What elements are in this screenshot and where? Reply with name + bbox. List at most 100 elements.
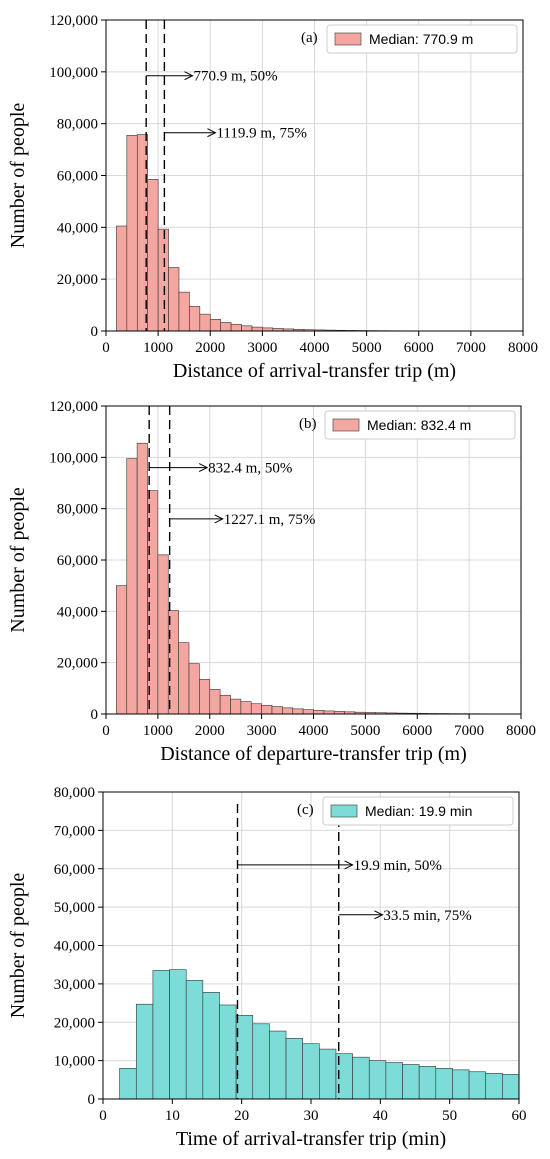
y-tick-label: 80,000: [57, 502, 98, 518]
y-tick-label: 0: [91, 324, 99, 340]
histogram-bar: [152, 970, 170, 1100]
x-axis-label: Distance of departure-transfer trip (m): [160, 743, 467, 765]
histogram-bar: [178, 291, 190, 332]
y-tick-label: 20,000: [57, 656, 98, 672]
histogram-bar: [235, 1015, 254, 1100]
histogram-bar: [485, 1072, 503, 1100]
histogram-bar: [282, 707, 294, 715]
histogram-bar: [269, 1030, 287, 1100]
legend-swatch: [330, 804, 358, 818]
y-tick-label: 20,000: [54, 1015, 95, 1031]
histogram-bar: [136, 442, 148, 715]
x-tick-label: 0: [102, 723, 110, 739]
y-tick-label: 60,000: [57, 553, 98, 569]
chart-panel-c: 19.9 min, 50% 33.5 min, 75% 0 10 20 30 40 50 60 0…: [7, 785, 527, 1150]
legend-box: [322, 796, 514, 826]
histogram-bar: [302, 1043, 320, 1100]
x-tick-label: 6000: [402, 723, 432, 739]
annotation-label: 832.4 m, 50%: [208, 461, 292, 477]
annotation-label: 1227.1 m, 75%: [224, 512, 316, 528]
y-tick-label: 80,000: [54, 785, 95, 801]
histogram-bar: [418, 1066, 437, 1100]
panel-label: (a): [301, 30, 318, 46]
x-tick-label: 5000: [352, 340, 382, 356]
histogram-bar: [302, 709, 314, 715]
histogram-bar: [168, 267, 180, 332]
x-axis-label: Distance of arrival-transfer trip (m): [173, 360, 456, 382]
histogram-bar: [209, 689, 221, 715]
histogram-bar: [116, 585, 128, 715]
y-tick-label: 0: [88, 1092, 96, 1108]
y-tick-label: 20,000: [57, 272, 98, 288]
histogram-bar: [169, 969, 187, 1100]
histogram-bar: [116, 225, 128, 332]
x-tick-label: 30: [304, 1108, 319, 1124]
histogram-bar: [402, 1064, 420, 1100]
histogram-bar: [252, 1023, 270, 1100]
histogram-bar: [251, 326, 263, 332]
annotation-arrowhead: [214, 514, 224, 524]
histogram-bar: [385, 1062, 403, 1100]
histogram-bar: [230, 698, 242, 715]
x-tick-label: 5000: [350, 723, 380, 739]
histogram-bar: [319, 1048, 337, 1100]
histogram-bar: [189, 306, 201, 332]
histogram-bar: [261, 704, 273, 715]
histogram-bar: [199, 313, 211, 332]
y-tick-label: 100,000: [49, 65, 98, 81]
histogram-bar: [220, 322, 232, 332]
histogram-bar: [157, 228, 169, 332]
histogram-bar: [271, 706, 283, 715]
histogram-bar: [178, 642, 190, 715]
panel-label: (c): [297, 802, 314, 818]
histogram-bar: [435, 1068, 453, 1100]
annotation-label: 770.9 m, 50%: [194, 69, 278, 85]
y-tick-label: 80,000: [57, 117, 98, 133]
annotation-label: 19.9 min, 50%: [354, 858, 442, 874]
y-tick-label: 40,000: [57, 604, 98, 620]
histogram-bar: [352, 1056, 370, 1100]
histogram-bar: [292, 708, 304, 715]
legend-label: Median: 832.4 m: [367, 417, 471, 433]
y-tick-label: 120,000: [49, 13, 98, 29]
histogram-bar: [199, 679, 211, 715]
histogram-bar: [188, 663, 200, 715]
y-axis-label: Number of people: [7, 487, 29, 633]
annotation-label: 1119.9 m, 75%: [216, 126, 307, 142]
y-tick-label: 60,000: [54, 862, 95, 878]
legend-swatch: [332, 418, 360, 432]
annotation-arrowhead: [198, 463, 209, 473]
y-axis-label: Number of people: [7, 103, 29, 249]
y-tick-label: 100,000: [49, 450, 98, 466]
histogram-bar: [240, 701, 252, 715]
chart-panel-a: 770.9 m, 50% 1119.9 m, 75% 0 1000 2000 3000 40…: [7, 13, 538, 382]
x-tick-label: 10: [165, 1108, 180, 1124]
x-tick-label: 40: [373, 1108, 388, 1124]
annotation-arrowhead: [344, 860, 354, 870]
histogram-bar: [313, 710, 325, 715]
histogram-bar: [147, 179, 159, 332]
x-tick-label: 3000: [247, 723, 277, 739]
y-tick-label: 0: [91, 707, 99, 723]
histogram-bar: [468, 1071, 487, 1100]
x-tick-label: 8000: [508, 340, 538, 356]
histogram-bar: [285, 1038, 303, 1100]
y-tick-label: 50,000: [54, 900, 95, 916]
legend-label: Median: 19.9 min: [365, 803, 472, 819]
histogram-bar: [219, 694, 231, 715]
histogram-bar: [209, 319, 221, 332]
x-tick-label: 4000: [299, 723, 329, 739]
annotation-arrowhead: [207, 128, 217, 138]
histogram-bar: [250, 703, 262, 715]
x-tick-label: 7000: [454, 723, 484, 739]
x-tick-label: 0: [102, 340, 110, 356]
histogram-bar: [202, 992, 220, 1100]
x-tick-label: 60: [512, 1108, 527, 1124]
legend-label: Median: 770.9 m: [369, 31, 473, 47]
histogram-bar: [126, 458, 138, 715]
y-tick-label: 10,000: [54, 1054, 95, 1070]
x-tick-label: 1000: [143, 340, 173, 356]
y-tick-label: 60,000: [57, 169, 98, 185]
legend-swatch: [334, 32, 362, 46]
